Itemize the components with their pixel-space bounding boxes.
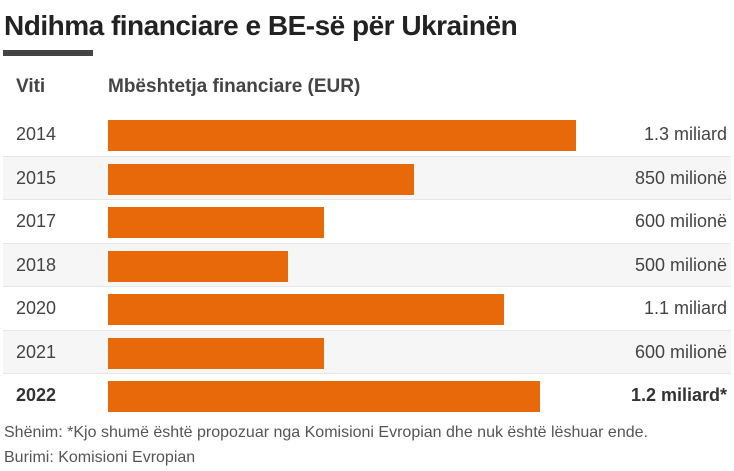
value-label: 1.2 miliard* (630, 385, 727, 405)
bar-row: 2020 1.1 miliard (3, 287, 731, 331)
bar-row: 2017 600 milionë (3, 200, 731, 244)
bar-row: 2022 1.2 miliard* (3, 374, 731, 418)
bar (108, 163, 414, 195)
year-label: 2015 (16, 167, 57, 188)
bar (108, 207, 324, 238)
value-label: 1.3 miliard (643, 124, 727, 144)
bar-row: 2014 1.3 miliard (3, 113, 731, 157)
bar (108, 294, 504, 325)
year-label: 2017 (16, 211, 57, 231)
year-label: 2021 (16, 341, 57, 362)
bar (108, 381, 540, 412)
year-label: 2018 (16, 254, 57, 275)
title-underline (3, 50, 93, 56)
value-label: 600 milionë (634, 211, 727, 231)
year-label: 2022 (16, 385, 57, 405)
bar-row: 2021 600 milionë (3, 330, 731, 374)
value-label: 600 milionë (634, 341, 727, 362)
year-label: 2020 (16, 298, 57, 318)
column-header-year: Viti (16, 76, 46, 97)
bar (108, 120, 576, 151)
chart-title: Ndihma financiare e BE-së për Ukrainën (4, 10, 518, 41)
value-label: 1.1 miliard (643, 298, 727, 318)
value-label: 850 milionë (634, 167, 727, 188)
source: Burimi: Komisioni Evropian (4, 449, 196, 466)
bar (108, 337, 324, 369)
value-label: 500 milionë (634, 254, 727, 275)
column-header-support: Mbështetja financiare (EUR) (108, 76, 361, 97)
year-label: 2014 (16, 124, 57, 144)
bar (108, 250, 288, 282)
bar-row: 2015 850 milionë (3, 156, 731, 200)
bar-rows: 2014 1.3 miliard 2015 850 milionë 2017 600 mi… (3, 113, 731, 418)
footnote: Shënim: *Kjo shumë është propozuar nga K… (4, 424, 648, 441)
bar-row: 2018 500 milionë (3, 243, 731, 287)
